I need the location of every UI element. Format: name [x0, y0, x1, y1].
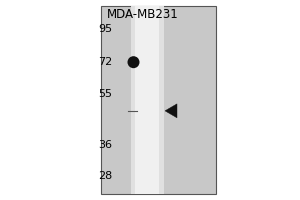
Text: MDA-MB231: MDA-MB231: [106, 8, 178, 21]
Polygon shape: [165, 104, 177, 118]
Bar: [100, 6, 216, 194]
Text: 28: 28: [98, 171, 112, 181]
Bar: [135, 6, 159, 194]
Ellipse shape: [128, 56, 140, 68]
Text: 95: 95: [98, 24, 112, 34]
Text: 36: 36: [98, 140, 112, 150]
Bar: [130, 6, 164, 194]
Text: 72: 72: [98, 57, 112, 67]
Text: 55: 55: [98, 89, 112, 99]
